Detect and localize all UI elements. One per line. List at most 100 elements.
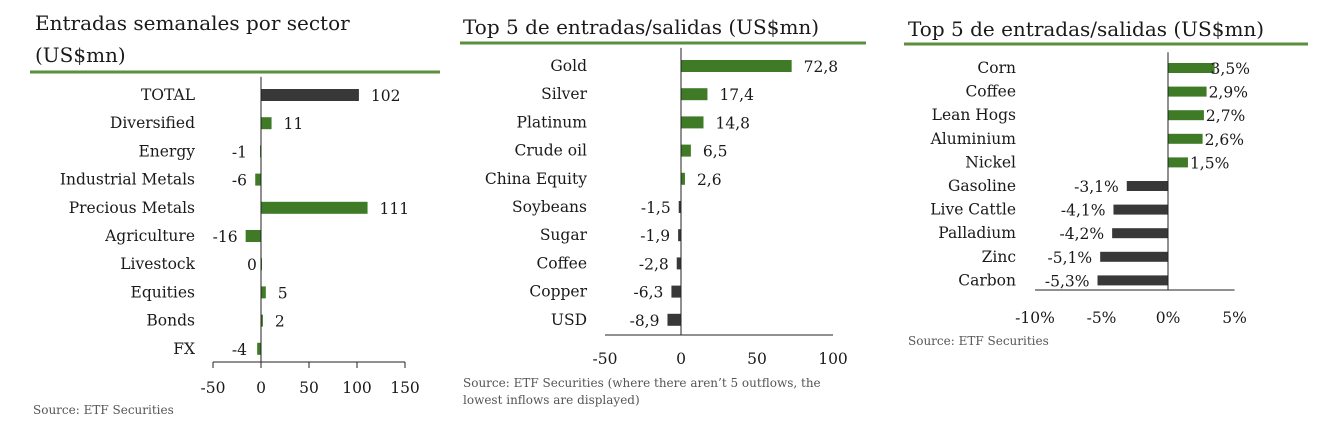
bar bbox=[1112, 228, 1168, 239]
value-label: 3,5% bbox=[1211, 60, 1250, 78]
source-note: Source: ETF Securities bbox=[908, 334, 1049, 348]
category-label: FX bbox=[173, 340, 195, 358]
x-tick-label: 100 bbox=[342, 379, 372, 397]
category-label: Gasoline bbox=[948, 177, 1016, 195]
category-label: Diversified bbox=[110, 114, 195, 132]
value-label: 5 bbox=[278, 284, 288, 302]
value-label: -4 bbox=[232, 341, 247, 359]
source-note: Source: ETF Securities bbox=[33, 403, 174, 417]
category-label: Agriculture bbox=[104, 227, 195, 245]
bar bbox=[261, 89, 359, 101]
category-label: Corn bbox=[977, 59, 1016, 77]
category-label: USD bbox=[551, 311, 587, 329]
value-label: -6,3 bbox=[634, 284, 664, 302]
value-label: -2,8 bbox=[639, 255, 669, 273]
value-label: 111 bbox=[380, 200, 410, 218]
x-tick-label: 0% bbox=[1156, 309, 1181, 327]
value-label: 2,9% bbox=[1209, 84, 1248, 102]
category-label: Livestock bbox=[120, 255, 195, 273]
bar bbox=[1168, 63, 1215, 73]
value-label: -1,5 bbox=[641, 199, 671, 217]
category-label: Silver bbox=[541, 85, 587, 103]
bar bbox=[681, 60, 792, 72]
category-label: Palladium bbox=[938, 224, 1016, 242]
chart-title: Top 5 de entradas/salidas (US$mn) bbox=[908, 17, 1264, 41]
value-label: 14,8 bbox=[715, 114, 750, 132]
x-tick-label: 0 bbox=[256, 379, 266, 397]
value-label: 0 bbox=[247, 256, 257, 274]
bar bbox=[671, 285, 681, 298]
x-tick-label: -5% bbox=[1087, 309, 1117, 327]
category-label: TOTAL bbox=[141, 86, 195, 104]
value-label: -16 bbox=[213, 228, 238, 246]
category-label: China Equity bbox=[485, 170, 587, 188]
category-label: Industrial Metals bbox=[60, 171, 195, 189]
value-label: 102 bbox=[371, 87, 401, 105]
category-label: Crude oil bbox=[514, 142, 587, 160]
bar bbox=[681, 88, 708, 101]
value-label: 1,5% bbox=[1190, 154, 1229, 172]
bar bbox=[1113, 204, 1168, 215]
category-label: Carbon bbox=[958, 271, 1016, 289]
value-label: 11 bbox=[284, 115, 304, 133]
x-tick-label: 5% bbox=[1222, 309, 1247, 327]
bar bbox=[255, 173, 261, 186]
value-label: -1,9 bbox=[640, 227, 670, 245]
category-label: Live Cattle bbox=[930, 201, 1016, 219]
source-note: Source: ETF Securities (where there aren… bbox=[463, 376, 821, 390]
category-label: Soybeans bbox=[512, 198, 587, 216]
value-label: 17,4 bbox=[719, 86, 754, 104]
bar bbox=[1168, 110, 1204, 121]
bar bbox=[261, 286, 266, 299]
chart-title: (US$mn) bbox=[35, 43, 126, 67]
bar bbox=[681, 144, 691, 157]
x-tick-label: -10% bbox=[1015, 309, 1055, 327]
value-label: 2,6 bbox=[697, 171, 722, 189]
value-label: -3,1% bbox=[1074, 178, 1119, 196]
chart-title: Top 5 de entradas/salidas (US$mn) bbox=[463, 15, 819, 39]
value-label: 2,7% bbox=[1206, 107, 1245, 125]
bar bbox=[1168, 133, 1203, 144]
value-label: -8,9 bbox=[630, 312, 660, 330]
source-note: lowest inflows are displayed) bbox=[463, 393, 640, 407]
bar bbox=[261, 314, 263, 327]
chart-title: Entradas semanales por sector bbox=[35, 11, 350, 35]
x-tick-label: 150 bbox=[390, 379, 420, 397]
category-label: Gold bbox=[550, 57, 587, 75]
bar bbox=[1126, 181, 1168, 191]
bar bbox=[667, 313, 681, 326]
bar bbox=[261, 201, 368, 214]
x-tick-label: 0 bbox=[676, 350, 686, 368]
bar bbox=[257, 342, 261, 355]
category-label: Copper bbox=[529, 283, 587, 301]
x-tick-label: 50 bbox=[299, 379, 319, 397]
category-label: Precious Metals bbox=[69, 199, 195, 217]
value-label: 6,5 bbox=[703, 143, 728, 161]
bar bbox=[1097, 275, 1168, 286]
value-label: -4,1% bbox=[1061, 202, 1106, 220]
value-label: -6 bbox=[232, 172, 247, 190]
category-label: Platinum bbox=[517, 113, 588, 131]
value-label: 2,6% bbox=[1205, 131, 1244, 149]
value-label: -1 bbox=[232, 143, 247, 161]
category-label: Equities bbox=[131, 283, 196, 301]
category-label: Energy bbox=[138, 142, 195, 160]
bar bbox=[261, 117, 272, 130]
bar bbox=[681, 116, 704, 129]
category-label: Nickel bbox=[965, 153, 1016, 171]
x-tick-label: 100 bbox=[818, 350, 848, 368]
bar bbox=[678, 229, 681, 242]
bar bbox=[1168, 157, 1188, 168]
x-tick-label: 50 bbox=[747, 350, 767, 368]
x-tick-label: -50 bbox=[593, 350, 618, 368]
value-label: -4,2% bbox=[1060, 225, 1105, 243]
bar bbox=[245, 230, 261, 242]
category-label: Sugar bbox=[540, 226, 588, 244]
value-label: 72,8 bbox=[804, 58, 839, 76]
value-label: -5,1% bbox=[1048, 249, 1093, 267]
bar bbox=[1100, 251, 1168, 262]
value-label: -5,3% bbox=[1045, 272, 1090, 290]
x-tick-label: -50 bbox=[201, 379, 226, 397]
category-label: Zinc bbox=[982, 248, 1016, 266]
